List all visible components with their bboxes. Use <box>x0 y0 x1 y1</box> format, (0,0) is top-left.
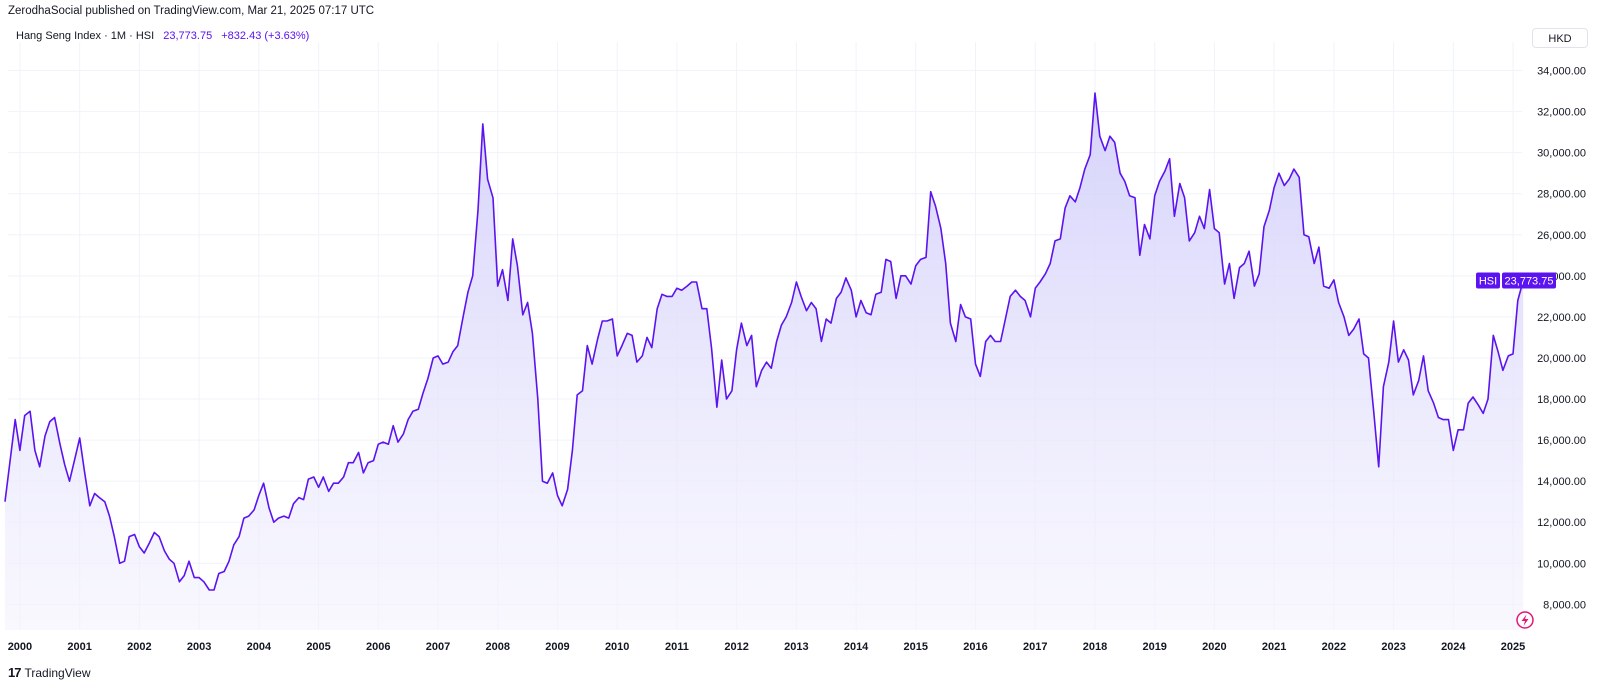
price-tag-value-box <box>1502 272 1556 289</box>
x-tick-label: 2005 <box>306 641 330 653</box>
last-value: 23,773.75 <box>163 30 213 42</box>
y-tick-label: 10,000.00 <box>1537 558 1586 570</box>
y-tick-label: 14,000.00 <box>1537 476 1586 488</box>
series-area <box>5 93 1524 631</box>
y-tick-label: 12,000.00 <box>1537 517 1586 529</box>
x-tick-label: 2015 <box>904 641 928 653</box>
chart-area-layer <box>4 92 1524 631</box>
y-tick-label: 34,000.00 <box>1537 66 1586 78</box>
x-tick-label: 2011 <box>665 641 689 653</box>
x-tick-label: 2024 <box>1441 641 1466 653</box>
y-tick-label: 16,000.00 <box>1537 435 1586 447</box>
last-price-tag: HSI 23,773.75 <box>1476 272 1556 289</box>
price-tag-value: 23,773.75 <box>1505 275 1554 287</box>
symbol-legend[interactable]: Hang Seng Index · 1M · HSI 23,773.75 +83… <box>16 30 309 42</box>
x-tick-label: 2021 <box>1262 641 1286 653</box>
x-tick-label: 2025 <box>1501 641 1525 653</box>
price-tag-symbol: HSI <box>1479 275 1497 287</box>
y-tick-label: 18,000.00 <box>1537 394 1586 406</box>
x-tick-label: 2004 <box>247 641 272 653</box>
time-axis[interactable]: 2000 2001 2002 2003 2004 2005 2006 2007 2008 2009… <box>8 641 1526 653</box>
x-tick-label: 2014 <box>844 641 869 653</box>
publish-info: ZerodhaSocial published on TradingView.c… <box>8 5 375 17</box>
y-tick-label: 8,000.00 <box>1543 599 1586 611</box>
series-line <box>4 92 1524 591</box>
y-tick-label: 26,000.00 <box>1537 230 1586 242</box>
x-tick-label: 2020 <box>1202 641 1226 653</box>
x-tick-label: 2009 <box>545 641 569 653</box>
x-tick-label: 2012 <box>724 641 748 653</box>
x-tick-label: 2003 <box>187 641 211 653</box>
y-tick-label: 28,000.00 <box>1537 189 1586 201</box>
x-tick-label: 2007 <box>426 641 450 653</box>
symbol-name: Hang Seng Index · 1M · HSI <box>16 30 155 42</box>
y-tick-label: 20,000.00 <box>1537 353 1586 365</box>
x-tick-label: 2018 <box>1083 641 1107 653</box>
x-tick-label: 2017 <box>1023 641 1047 653</box>
x-tick-label: 2010 <box>605 641 629 653</box>
y-tick-label: 30,000.00 <box>1537 148 1586 160</box>
footer-brand[interactable]: 17 TradingView <box>8 665 91 680</box>
x-tick-label: 2001 <box>67 641 91 653</box>
price-tag-symbol-box <box>1476 272 1500 289</box>
x-tick-label: 2019 <box>1142 641 1166 653</box>
y-tick-label: 22,000.00 <box>1537 312 1586 324</box>
price-axis[interactable]: 8,000.00 10,000.00 12,000.00 14,000.00 16,00… <box>1537 66 1586 612</box>
footer-brand-label: TradingView <box>24 665 91 680</box>
currency-button[interactable]: HKD <box>1532 28 1588 48</box>
x-tick-label: 2013 <box>784 641 808 653</box>
x-tick-label: 2023 <box>1381 641 1405 653</box>
tradingview-logo-icon: 17 <box>8 665 22 680</box>
x-tick-label: 2002 <box>127 641 151 653</box>
y-tick-label: 32,000.00 <box>1537 107 1586 119</box>
lightning-icon[interactable] <box>1516 611 1534 629</box>
x-tick-label: 2008 <box>485 641 509 653</box>
x-tick-label: 2022 <box>1322 641 1346 653</box>
x-tick-label: 2016 <box>963 641 987 653</box>
x-tick-label: 2000 <box>8 641 32 653</box>
price-change: +832.43 (+3.63%) <box>221 30 310 42</box>
x-tick-label: 2006 <box>366 641 390 653</box>
